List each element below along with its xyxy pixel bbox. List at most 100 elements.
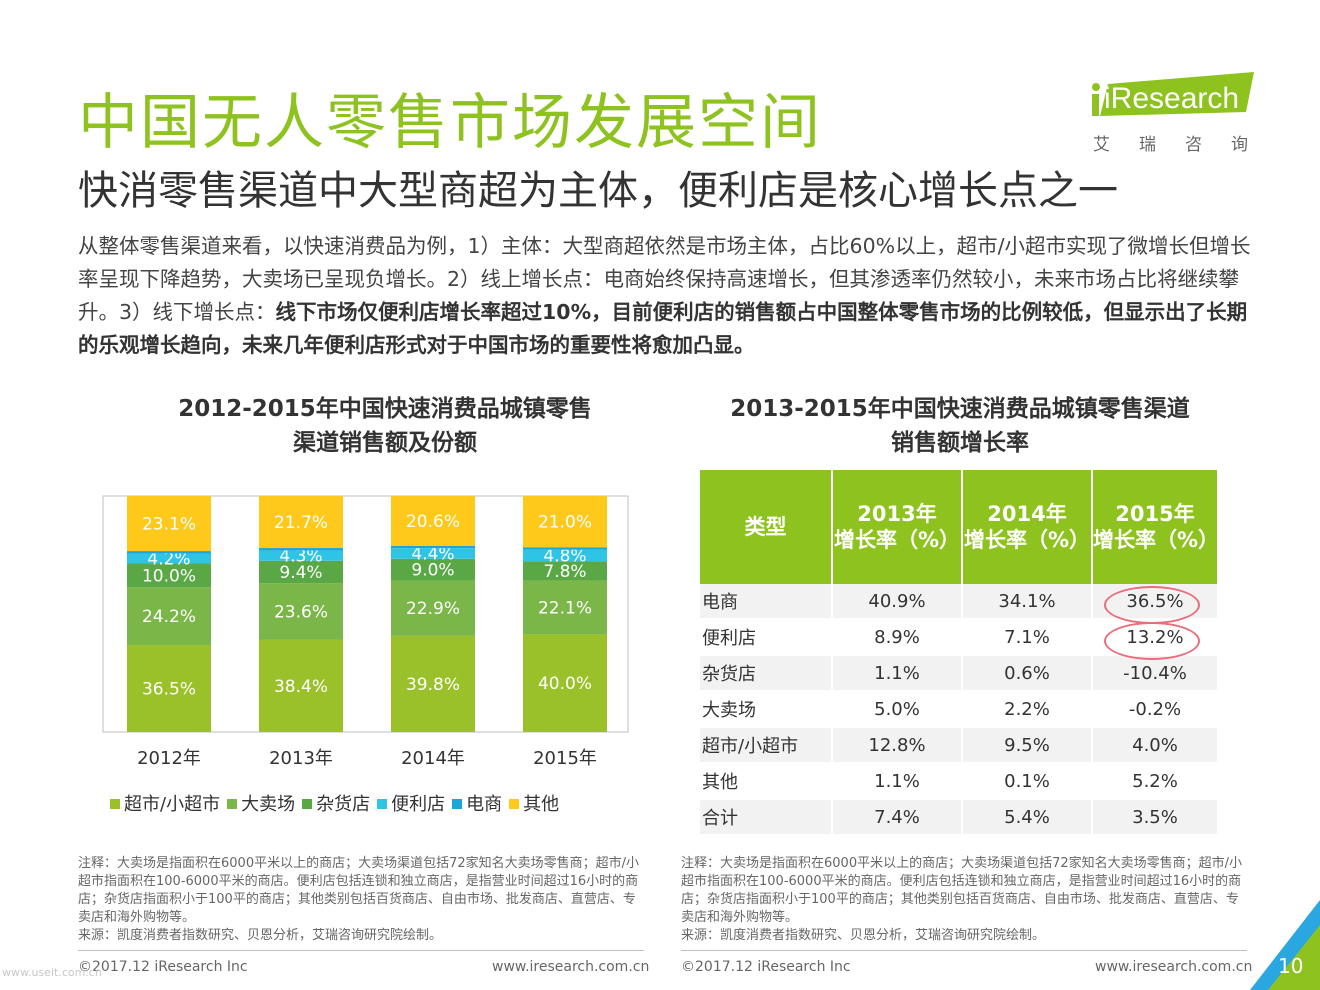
bar-data-label: 38.4% [274, 677, 328, 697]
table-header-cell: 2013年 增长率（%） [832, 470, 963, 584]
website-right[interactable]: www.iresearch.com.cn [1095, 959, 1253, 975]
legend-swatch [377, 799, 388, 809]
row-value-cell: 34.1% [962, 584, 1093, 620]
bar-segment [391, 635, 475, 732]
row-value-cell: 1.1% [832, 763, 963, 800]
table-row: 杂货店 1.1% 0.6% -10.4% [700, 655, 1219, 692]
bar-segment [259, 583, 343, 640]
row-type-cell: 大卖场 [700, 691, 833, 728]
bar-data-label: 4.2% [147, 549, 190, 569]
intro-paragraph: 从整体零售渠道来看，以快速消费品为例，1）主体：大型商超依然是市场主体，占比60… [78, 230, 1253, 362]
bar-segment [391, 545, 475, 549]
bar-segment [127, 496, 211, 552]
row-value-cell: 0.6% [962, 655, 1093, 692]
bar-data-label: 10.0% [142, 566, 196, 586]
legend-item: 其他 [509, 790, 559, 816]
table-row: 其他 1.1% 0.1% 5.2% [700, 763, 1219, 800]
source-right-text: 来源：凯度消费者指数研究、贝恩分析，艾瑞咨询研究院绘制。 [681, 928, 1046, 943]
legend-item: 便利店 [377, 790, 445, 816]
chart-legend: 超市/小超市 大卖场 杂货店 便利店 电商 其他 [110, 790, 566, 816]
legend-label: 超市/小超市 [124, 794, 221, 815]
bar-segment [391, 496, 475, 546]
legend-swatch [302, 799, 313, 809]
table-header-cell: 2015年 增长率（%） [1092, 470, 1220, 584]
website-left[interactable]: www.iresearch.com.cn [492, 959, 650, 975]
legend-swatch [452, 799, 463, 809]
header-line2: 增长率（%） [1093, 528, 1220, 552]
bar-segment [259, 550, 343, 561]
bar-data-label: 23.1% [142, 515, 196, 535]
intro-normal-text: 从整体零售渠道来看，以快速消费品为例，1）主体：大型商超依然是市场主体，占比60… [78, 234, 1251, 324]
note-left-text: 注释：大卖场是指面积在6000平米以上的商店；大卖场渠道包括72家知名大卖场零售… [78, 856, 640, 925]
page-subtitle: 快消零售渠道中大型商超为主体，便利店是核心增长点之一 [78, 168, 1118, 214]
header-line2: 增长率（%） [963, 528, 1091, 552]
row-type-cell: 超市/小超市 [700, 727, 833, 764]
bar-segment [391, 580, 475, 636]
intro-bold-text: 线下市场仅便利店增长率超过10%，目前便利店的销售额占中国整体零售市场的比例较低… [78, 300, 1248, 357]
bar-data-label: 22.9% [406, 599, 460, 619]
bar-segment [259, 639, 343, 732]
row-value-cell: 5.2% [1092, 763, 1219, 800]
legend-swatch [110, 799, 120, 809]
page-title: 中国无人零售市场发展空间 [78, 88, 822, 158]
left-chart-title: 2012-2015年中国快速消费品城镇零售 渠道销售额及份额 [120, 392, 650, 460]
bar-data-label: 21.0% [538, 513, 592, 533]
note-left: 注释：大卖场是指面积在6000平米以上的商店；大卖场渠道包括72家知名大卖场零售… [78, 855, 648, 945]
row-value-cell: 36.5% [1092, 584, 1219, 620]
row-value-cell: 12.8% [832, 727, 963, 764]
bar-segment [523, 561, 607, 581]
table-row: 超市/小超市 12.8% 9.5% 4.0% [700, 727, 1219, 764]
bar-segment [523, 634, 607, 732]
x-tick-label: 2015年 [533, 748, 597, 769]
bar-segment [127, 644, 211, 732]
table-header-cell: 类型 [700, 470, 833, 584]
row-value-cell: 0.1% [962, 763, 1093, 800]
legend-label: 杂货店 [316, 794, 371, 815]
legend-swatch [509, 799, 520, 809]
bar-segment [523, 549, 607, 562]
right-table-title-line2: 销售额增长率 [891, 430, 1029, 456]
source-left-text: 来源：凯度消费者指数研究、贝恩分析，艾瑞咨询研究院绘制。 [78, 928, 443, 943]
bar-data-label: 39.8% [406, 675, 460, 695]
plot-area [102, 495, 629, 733]
bar-data-label: 4.3% [279, 547, 322, 567]
row-value-cell: 8.9% [832, 619, 963, 656]
bar-segment [259, 548, 343, 551]
bar-segment [259, 496, 343, 549]
row-value-cell: 13.2% [1092, 619, 1219, 656]
footer-divider-left [78, 950, 644, 951]
row-value-cell: 5.0% [832, 691, 963, 728]
row-type-cell: 电商 [700, 584, 833, 620]
row-type-cell: 杂货店 [700, 655, 833, 692]
table-row: 合计 7.4% 5.4% 3.5% [700, 799, 1219, 836]
bar-segment [259, 560, 343, 584]
row-value-cell: 3.5% [1092, 799, 1219, 836]
table-body: 电商 40.9% 34.1% 36.5% 便利店 8.9% 7.1% 13.2% 杂货店 1.1%… [700, 584, 1219, 836]
bar-data-label: 36.5% [142, 679, 196, 699]
row-value-cell: -10.4% [1092, 655, 1219, 692]
right-table-title: 2013-2015年中国快速消费品城镇零售渠道 销售额增长率 [700, 392, 1220, 460]
legend-label: 便利店 [391, 794, 446, 815]
x-tick-label: 2014年 [401, 748, 465, 769]
row-value-cell: 4.0% [1092, 727, 1219, 764]
bar-data-label: 40.0% [538, 674, 592, 694]
row-type-cell: 其他 [700, 763, 833, 800]
growth-rate-table: 类型 2013年 增长率（%） 2014年 增长率（%） 2015年 增长率（%） 电商 40… [700, 470, 1219, 836]
legend-item: 电商 [452, 790, 502, 816]
row-value-cell: 5.4% [962, 799, 1093, 836]
note-right: 注释：大卖场是指面积在6000平米以上的商店；大卖场渠道包括72家知名大卖场零售… [681, 855, 1251, 945]
copyright-right: ©2017.12 iResearch Inc [681, 959, 851, 975]
row-type-cell: 便利店 [700, 619, 833, 656]
header-line2: 增长率（%） [833, 528, 961, 552]
logo-text: iResearch [1104, 82, 1239, 115]
bar-data-label: 9.4% [279, 563, 322, 583]
left-chart-title-line2: 渠道销售额及份额 [293, 430, 477, 456]
x-tick-label: 2012年 [137, 748, 201, 769]
bar-data-label: 23.6% [274, 603, 328, 623]
bar-segment [523, 496, 607, 548]
legend-label: 其他 [523, 794, 560, 815]
bar-segment [127, 551, 211, 554]
bar-segment [127, 553, 211, 564]
row-value-cell: 1.1% [832, 655, 963, 692]
legend-item: 超市/小超市 [110, 790, 220, 816]
